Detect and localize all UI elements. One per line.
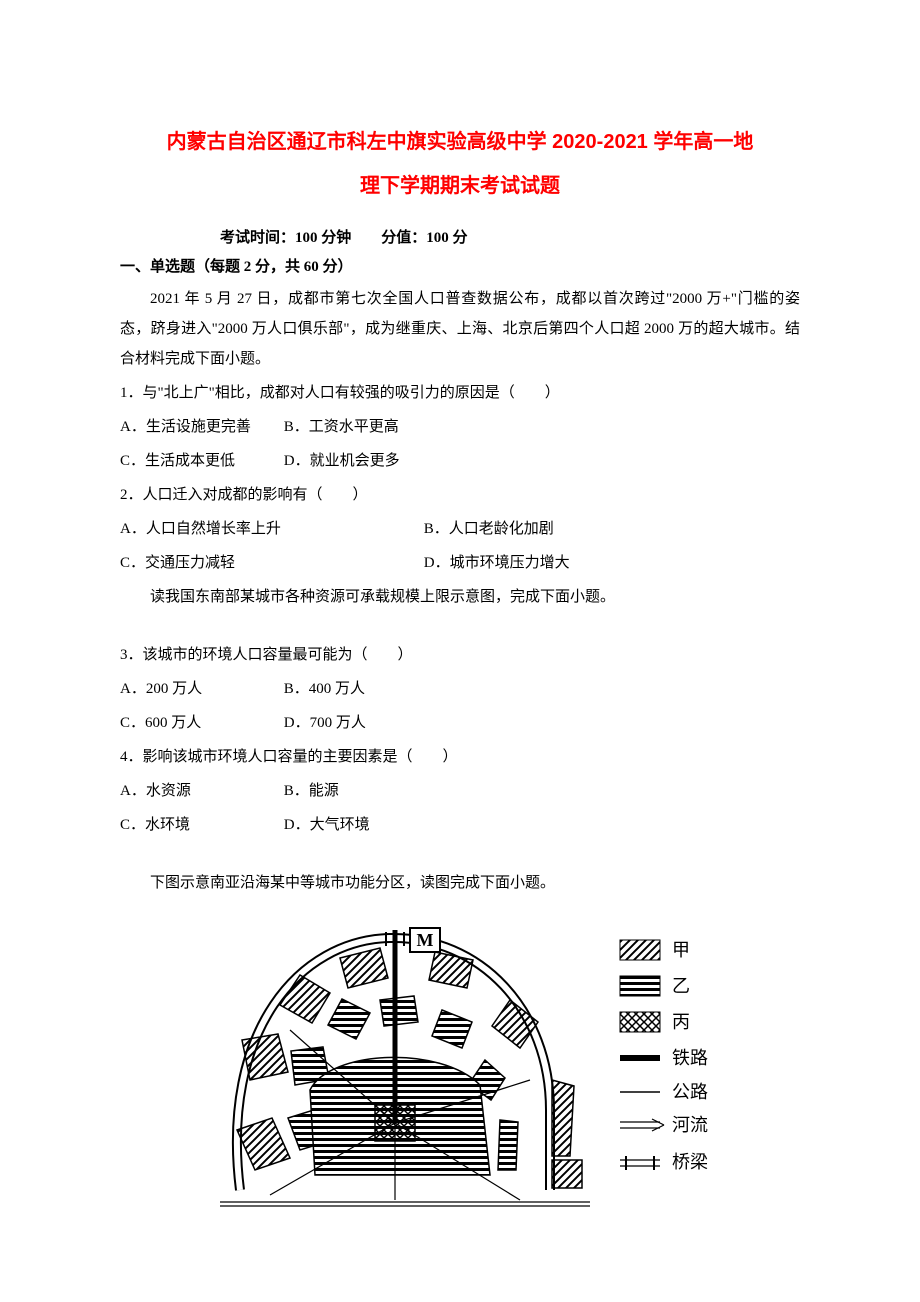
doc-title-line1: 内蒙古自治区通辽市科左中旗实验高级中学 2020-2021 学年高一地 [120,120,800,164]
question-4-options-row2: C．水环境 D．大气环境 [120,810,800,840]
q4-opt-d: D．大气环境 [284,810,444,840]
svg-text:公路: 公路 [672,1082,708,1102]
q1-opt-b: B．工资水平更高 [284,412,444,442]
q3-opt-c: C．600 万人 [120,708,280,738]
svg-text:甲: 甲 [672,940,690,960]
q2-opt-c: C．交通压力减轻 [120,548,420,578]
exam-info: 考试时间：100 分钟 分值：100 分 [120,226,800,247]
question-1-options-row1: A．生活设施更完善 B．工资水平更高 [120,412,800,442]
q4-opt-a: A．水资源 [120,776,280,806]
svg-text:桥梁: 桥梁 [672,1152,708,1172]
intro-paragraph-2: 读我国东南部某城市各种资源可承载规模上限示意图，完成下面小题。 [120,582,800,612]
question-2-options-row1: A．人口自然增长率上升 B．人口老龄化加剧 [120,514,800,544]
svg-text:乙: 乙 [672,976,690,996]
spacer [120,616,800,636]
intro-paragraph-3: 下图示意南亚沿海某中等城市功能分区，读图完成下面小题。 [120,868,800,898]
svg-text:丙: 丙 [672,1012,690,1032]
svg-text:河流: 河流 [672,1115,708,1135]
q1-opt-d: D．就业机会更多 [284,446,444,476]
question-1: 1．与"北上广"相比，成都对人口有较强的吸引力的原因是（ ） [120,378,800,408]
q2-opt-d: D．城市环境压力增大 [424,548,724,578]
intro-paragraph-1: 2021 年 5 月 27 日，成都市第七次全国人口普查数据公布，成都以首次跨过… [120,284,800,374]
question-3: 3．该城市的环境人口容量最可能为（ ） [120,640,800,670]
q4-opt-b: B．能源 [284,776,444,806]
section-heading: 一、单选题（每题 2 分，共 60 分） [120,255,800,276]
question-4-options-row1: A．水资源 B．能源 [120,776,800,806]
question-2: 2．人口迁入对成都的影响有（ ） [120,480,800,510]
q3-opt-b: B．400 万人 [284,674,444,704]
city-zoning-figure: M 甲 乙 丙 铁路 公路 [120,910,800,1210]
svg-text:M: M [417,930,434,950]
q3-opt-d: D．700 万人 [284,708,444,738]
q3-opt-a: A．200 万人 [120,674,280,704]
doc-title-line2: 理下学期期末考试试题 [120,164,800,208]
q2-opt-a: A．人口自然增长率上升 [120,514,420,544]
question-2-options-row2: C．交通压力减轻 D．城市环境压力增大 [120,548,800,578]
svg-text:铁路: 铁路 [672,1048,708,1068]
question-3-options-row2: C．600 万人 D．700 万人 [120,708,800,738]
city-zoning-svg: M 甲 乙 丙 铁路 公路 [180,910,740,1210]
spacer [120,844,800,864]
question-4: 4．影响该城市环境人口容量的主要因素是（ ） [120,742,800,772]
question-1-options-row2: C．生活成本更低 D．就业机会更多 [120,446,800,476]
question-3-options-row1: A．200 万人 B．400 万人 [120,674,800,704]
q4-opt-c: C．水环境 [120,810,280,840]
q2-opt-b: B．人口老龄化加剧 [424,514,724,544]
q1-opt-a: A．生活设施更完善 [120,412,280,442]
q1-opt-c: C．生活成本更低 [120,446,280,476]
